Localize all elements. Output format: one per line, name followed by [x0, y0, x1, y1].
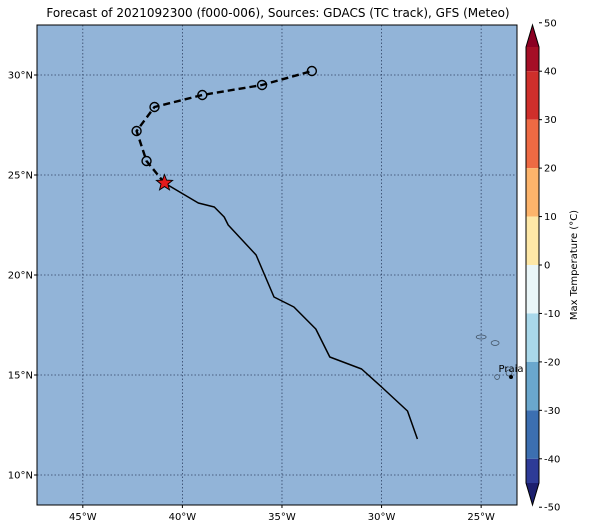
colorbar-tick-label: -30 [544, 406, 560, 417]
colorbar-tick-label: -40 [544, 454, 560, 465]
map-frame [36, 24, 518, 506]
lon-tick-label: 40°W [169, 512, 197, 523]
colorbar-bin [526, 168, 539, 217]
island-outline [494, 374, 500, 380]
forecast-position-marker [197, 89, 208, 101]
colorbar-tick-label: 0 [544, 261, 550, 272]
colorbar-label: Max Temperature (°C) [569, 210, 580, 320]
cape-verde-islands [475, 334, 513, 380]
colorbar-tick-label: 30 [544, 115, 557, 126]
colorbar-tick-label: -20 [544, 357, 560, 368]
colorbar-min-extension [526, 483, 539, 505]
colorbar-bin [526, 410, 539, 459]
forecast-position-marker [256, 79, 268, 91]
colorbar-tick-label: 20 [544, 164, 557, 175]
colorbar-bin [526, 47, 539, 72]
island-outline [505, 369, 513, 377]
map-title: Forecast of 2021092300 (f000-006), Sourc… [46, 6, 510, 20]
island-outline [490, 340, 500, 346]
map-axes: 45°W 40°W 35°W 30°W 25°W 10°N 15°N 20°N 25°N 30°N [8, 71, 495, 524]
lon-tick-label: 45°W [69, 512, 97, 523]
colorbar-bin [526, 313, 539, 362]
colorbar-bin [526, 216, 539, 265]
forecast-position-marker [306, 65, 318, 77]
ocean-background [37, 25, 517, 505]
colorbar-bin [526, 71, 539, 120]
lat-tick-label: 30°N [8, 71, 33, 82]
city-markers: Praia [499, 364, 524, 379]
current-position-star [155, 173, 174, 191]
lon-tick-label: 35°W [268, 512, 296, 523]
city-dot [509, 375, 514, 379]
colorbar-tick-label: -10 [544, 309, 560, 320]
lat-tick-label: 10°N [8, 471, 33, 482]
past-track-line [164, 182, 419, 440]
colorbar-bin [526, 458, 539, 483]
forecast-position-marker [131, 125, 142, 137]
temperature-colorbar: 50 40 30 20 10 0 -10 -20 -30 -40 -50 Max Temperatur… [525, 18, 580, 514]
island-outline [475, 334, 487, 340]
forecast-track-line [135, 69, 313, 184]
city-label: Praia [499, 364, 524, 375]
colorbar-tick-label: -50 [544, 503, 560, 514]
forecast-position-marker [141, 155, 152, 167]
colorbar-outline [525, 23, 540, 507]
lon-tick-label: 30°W [368, 512, 396, 523]
lat-tick-label: 15°N [8, 371, 33, 382]
lat-tick-label: 20°N [8, 271, 33, 282]
colorbar-tick-label: 50 [544, 18, 557, 29]
colorbar-tick-label: 40 [544, 67, 557, 78]
colorbar-bin [526, 119, 539, 169]
colorbar-bin [526, 361, 539, 411]
colorbar-max-extension [526, 25, 539, 47]
forecast-position-marker [149, 101, 160, 113]
colorbar-tick-label: 10 [544, 212, 557, 223]
lat-tick-label: 25°N [8, 171, 33, 182]
colorbar-bin [526, 265, 539, 314]
lon-tick-label: 25°W [467, 512, 495, 523]
storm-track [131, 65, 419, 440]
graticule [37, 25, 517, 505]
